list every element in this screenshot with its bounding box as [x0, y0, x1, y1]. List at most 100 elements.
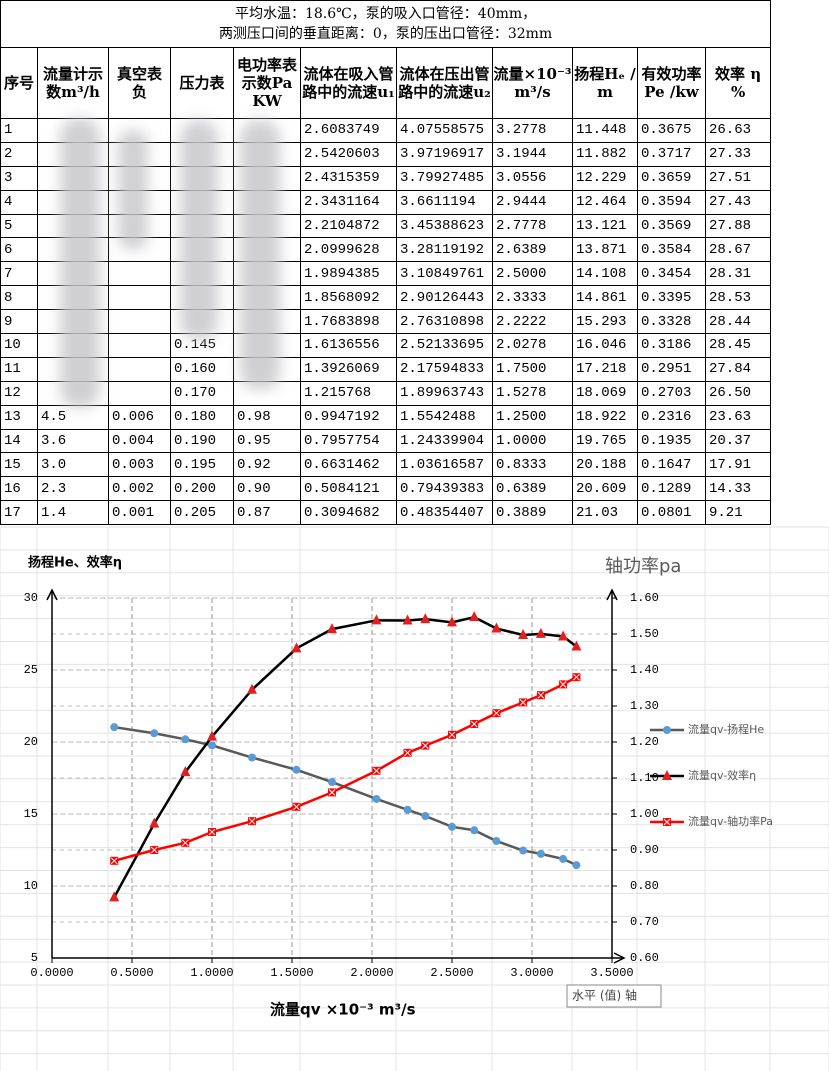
marker: [403, 748, 412, 757]
marker: [150, 846, 159, 854]
column-header: 序号: [0, 47, 38, 119]
table-cell: 0.3186: [637, 333, 706, 358]
y2-tick-label: 1.10: [630, 771, 659, 785]
column-header: 扬程Hₑ /m: [572, 47, 638, 119]
marker: [536, 849, 545, 858]
table-cell: 3.6611194: [396, 189, 493, 215]
marker: [248, 817, 256, 826]
marker: [208, 828, 216, 836]
table-cell: 21.03: [572, 500, 638, 526]
marker: [663, 818, 671, 826]
table-row: 16 2.3 0.002 0.200 0.90 0.5084121 0.79439383 0.…: [0, 476, 772, 502]
table-cell: 1.6136556: [300, 333, 397, 358]
title-line: 平均水温：18.6℃，泵的吸入口管径：40mm，: [234, 6, 537, 22]
y2-tick-label: 0.70: [630, 915, 659, 929]
table-cell: 2.9444: [492, 189, 573, 215]
x-tick-label: 2.0000: [350, 966, 393, 980]
marker: [181, 838, 190, 847]
table-cell: 9.21: [704, 500, 772, 526]
table-cell: 28.53: [704, 285, 772, 311]
x-tick-label: 0.0000: [30, 966, 73, 980]
marker-cross: [150, 846, 158, 854]
marker: [110, 856, 119, 865]
marker: [372, 766, 381, 775]
table-cell: 12: [0, 380, 38, 406]
marker-cross: [181, 839, 189, 847]
y2-tick-label: 0.90: [630, 843, 659, 857]
table-cell: 0.006: [108, 404, 171, 430]
table-cell: 20.37: [704, 428, 772, 454]
marker: [571, 640, 582, 651]
y-tick-label: 15: [24, 807, 38, 821]
table-cell: 3.0556: [492, 165, 573, 191]
table-cell: 12.464: [572, 189, 638, 215]
table-cell: 26.50: [704, 380, 772, 406]
table-cell: 2.0999628: [300, 237, 397, 263]
table-cell: 27.43: [704, 189, 772, 215]
y2-tick-label: 1.00: [630, 807, 659, 821]
table-cell: 1.4: [37, 500, 109, 526]
table-cell: 0.0801: [637, 500, 706, 526]
table-cell: 2.5000: [492, 261, 573, 287]
column-header: 压力表: [170, 47, 234, 119]
table-cell: 1.5278: [492, 380, 573, 406]
table-cell: 27.51: [704, 165, 772, 191]
marker: [470, 826, 479, 835]
table-cell: 0.160: [170, 356, 234, 382]
table-cell: 6: [0, 237, 38, 263]
table-cell: 0.3328: [637, 309, 706, 335]
marker: [207, 730, 217, 741]
table-cell: 3.45388623: [396, 213, 493, 239]
table-cell: 14.33: [704, 476, 772, 502]
table-row: 15 3.0 0.003 0.195 0.92 0.6631462 1.03616587 0.…: [0, 452, 772, 478]
marker-cross: [663, 818, 671, 826]
table-cell: 5: [0, 213, 38, 239]
table-cell: 2.3431164: [300, 189, 397, 215]
table-cell: 1: [0, 118, 38, 143]
x-tick-label: 2.5000: [430, 966, 473, 980]
y2-tick-label: 1.50: [630, 627, 659, 641]
column-header: 流量计示数m³/h: [37, 47, 109, 119]
series-line: [113, 615, 578, 898]
marker: [421, 812, 430, 821]
marker-cross: [208, 828, 216, 836]
table-cell: 0.1289: [637, 476, 706, 502]
y-tick-label: 5: [31, 951, 38, 965]
table-cell: 0.001: [108, 500, 171, 526]
marker: [292, 802, 301, 811]
table-cell: 0.2951: [637, 356, 706, 382]
y-tick-label: 25: [24, 663, 38, 677]
table-cell: 0.3659: [637, 165, 706, 191]
table-row: 17 1.4 0.001 0.205 0.87 0.3094682 0.48354407 0.…: [0, 500, 772, 526]
table-cell: 0.8333: [492, 452, 573, 478]
table-cell: 12.229: [572, 165, 638, 191]
table-cell: 9: [0, 309, 38, 335]
table-cell: 0.003: [108, 452, 171, 478]
table-cell: 11.882: [572, 141, 638, 167]
table-cell: 3.97196917: [396, 141, 493, 167]
title-line: 两测压口间的垂直距离：0，泵的压出口管径：32mm: [218, 26, 553, 42]
table-cell: 19.765: [572, 428, 638, 454]
tooltip: 水平 (值) 轴: [572, 988, 637, 1003]
y2-tick-label: 1.30: [630, 699, 659, 713]
marker: [492, 709, 501, 718]
marker: [492, 837, 501, 846]
tooltip-box: [566, 984, 662, 1008]
table-cell: 0.195: [170, 452, 234, 478]
table-cell: 28.44: [704, 309, 772, 335]
table-cell: 2.5420603: [300, 141, 397, 167]
marker: [448, 730, 456, 739]
table-cell: 16: [0, 476, 38, 502]
marker: [535, 627, 546, 638]
x-tick-label: 0.5000: [110, 966, 153, 980]
table-cell: 2.6389: [492, 237, 573, 263]
table-cell: 0.6389: [492, 476, 573, 502]
table-cell: 4.07558575: [396, 118, 493, 143]
marker: [491, 622, 502, 633]
table-cell: 14: [0, 428, 38, 454]
y2-tick-label: 1.20: [630, 735, 659, 749]
table-cell: 2.2104872: [300, 213, 397, 239]
table-title: 平均水温：18.6℃，泵的吸入口管径：40mm， 两测压口间的垂直距离：0，泵的压…: [0, 0, 772, 48]
marker: [372, 794, 381, 803]
table-cell: 0.3584: [637, 237, 706, 263]
